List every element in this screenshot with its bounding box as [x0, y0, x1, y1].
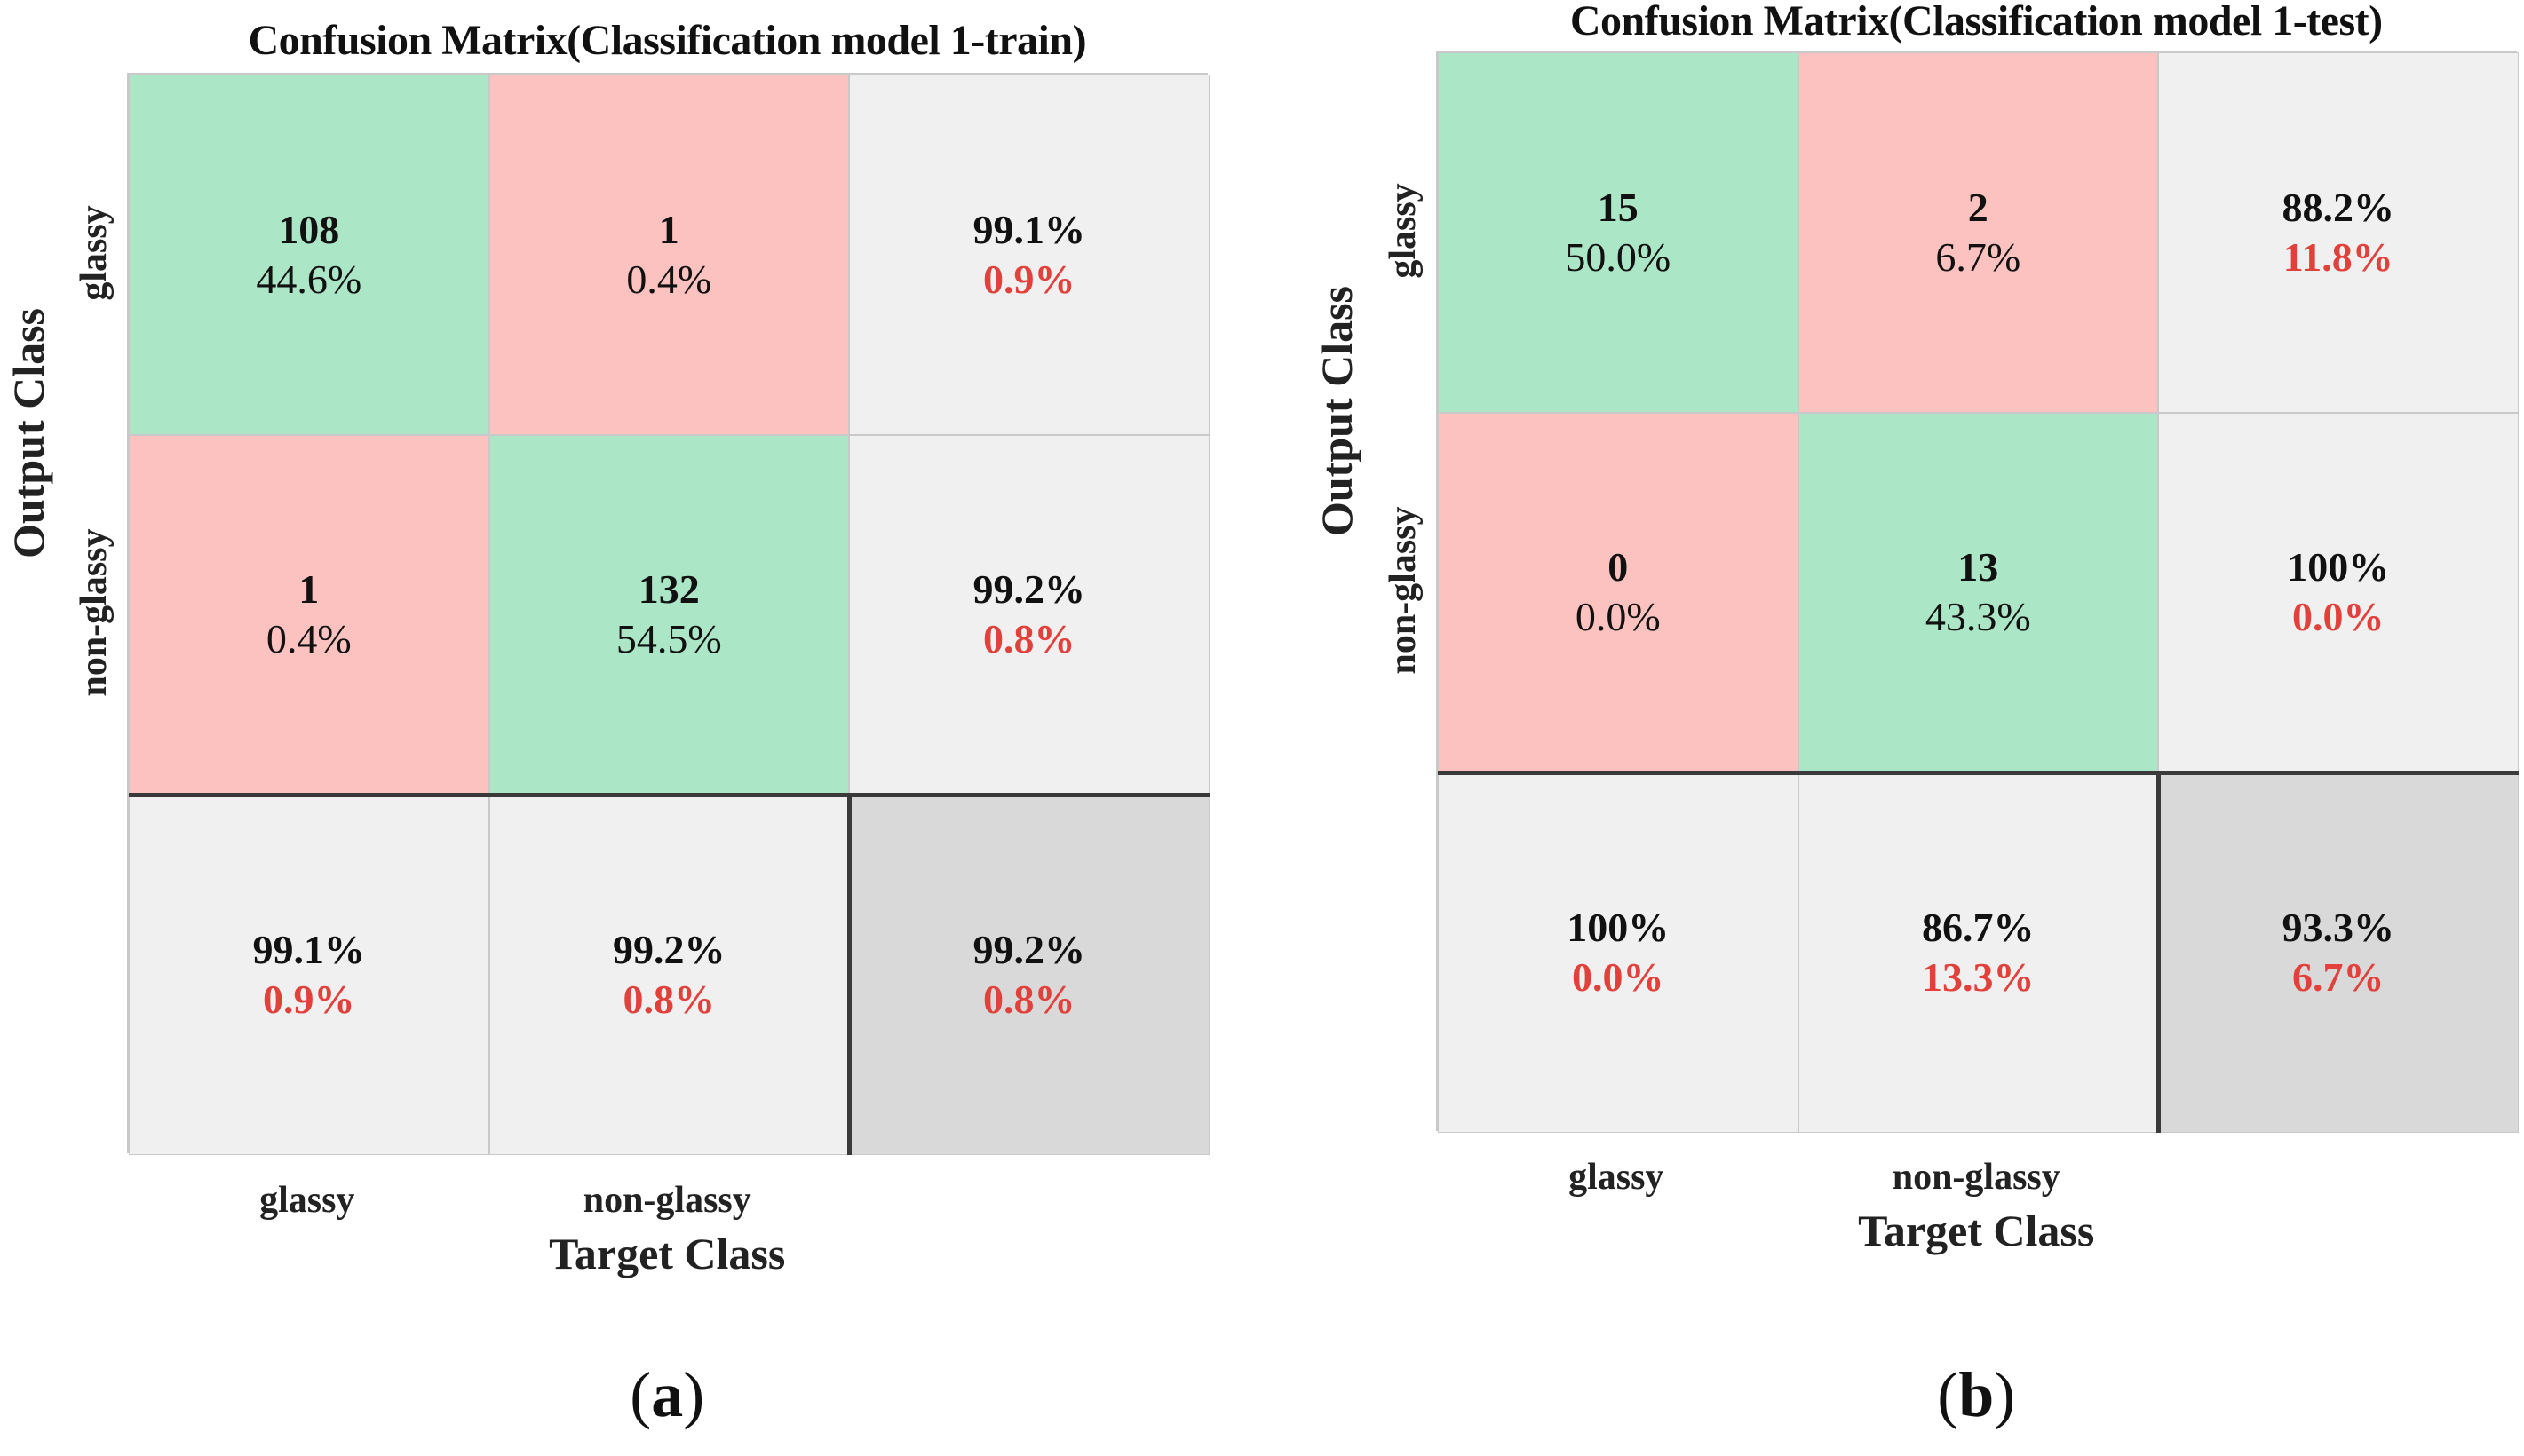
y-tick-glassy-test: glassy — [1383, 183, 1424, 279]
sublabel-open-paren: ( — [630, 1359, 652, 1430]
x-tick-non-glassy-test: non-glassy — [1892, 1157, 2060, 1198]
sublabel-close-paren: ) — [683, 1359, 705, 1430]
cell-error-rate: 0.0% — [1572, 954, 1664, 1000]
x-tick-glassy-train: glassy — [259, 1180, 355, 1221]
sublabel-close-paren: ) — [1994, 1359, 2016, 1430]
cell-correct-rate: 99.2% — [972, 926, 1086, 972]
cell-error-rate: 0.9% — [263, 976, 355, 1022]
y-axis-label-train: Output Class — [4, 307, 53, 558]
cell-error-rate: 6.7% — [2292, 954, 2385, 1000]
cell-correct-rate: 88.2% — [2282, 184, 2395, 230]
cell-percent: 0.4% — [626, 256, 712, 302]
cell-count: 13 — [1957, 544, 1999, 590]
cell-percent: 54.5% — [615, 616, 722, 662]
matrix-cell-test-r1-c2: 100% 0.0% — [2158, 412, 2519, 772]
cell-percent: 50.0% — [1565, 233, 1671, 280]
chart-title-train: Confusion Matrix(Classification model 1-… — [248, 17, 1087, 64]
matrix-cell-train-r2-c0: 99.1% 0.9% — [129, 795, 489, 1155]
cell-count: 2 — [1967, 184, 1988, 230]
matrix-cell-train-r0-c1: 1 0.4% — [488, 75, 849, 435]
matrix-cell-test-r1-c1: 13 43.3% — [1798, 412, 2158, 772]
cell-error-rate: 0.0% — [2292, 594, 2385, 640]
matrix-cell-train-r0-c2: 99.1% 0.9% — [849, 75, 1210, 435]
cell-correct-rate: 100% — [2287, 544, 2390, 590]
cell-percent: 6.7% — [1935, 233, 2021, 280]
summary-column-separator — [2156, 771, 2161, 1133]
sublabel-letter: a — [651, 1359, 684, 1430]
cell-correct-rate: 99.1% — [972, 206, 1086, 252]
matrix-cell-test-r0-c0: 15 50.0% — [1438, 52, 1798, 413]
cell-correct-rate: 100% — [1567, 904, 1670, 950]
x-axis-label-test: Target Class — [1858, 1206, 2095, 1255]
y-tick-glassy-train: glassy — [74, 205, 115, 301]
chart-title-test: Confusion Matrix(Classification model 1-… — [1569, 0, 2383, 44]
y-tick-non-glassy-train: non-glassy — [74, 528, 115, 697]
matrix-cell-test-r2-c0: 100% 0.0% — [1438, 772, 1798, 1133]
cell-percent: 44.6% — [256, 256, 362, 302]
cell-error-rate: 0.9% — [983, 256, 1075, 302]
matrix-cell-test-r0-c1: 2 6.7% — [1798, 52, 2158, 413]
matrix-grid-train: 108 44.6% 1 0.4% 99.1% 0.9% 1 0.4% 132 54.5% 99.2%… — [127, 73, 1210, 1155]
cell-count: 15 — [1597, 184, 1639, 230]
cell-percent: 0.4% — [266, 616, 352, 662]
cell-error-rate: 0.8% — [623, 976, 716, 1022]
sublabel-letter: b — [1958, 1359, 1995, 1430]
cell-correct-rate: 99.2% — [972, 566, 1086, 613]
matrix-cell-train-r1-c0: 1 0.4% — [129, 434, 489, 795]
summary-row-separator — [129, 793, 1210, 797]
matrix-cell-test-r0-c2: 88.2% 11.8% — [2158, 52, 2519, 413]
matrix-cell-train-r1-c1: 132 54.5% — [488, 434, 849, 795]
subfigure-label-b: (b) — [1937, 1358, 2015, 1432]
cell-error-rate: 0.8% — [983, 616, 1075, 662]
cell-percent: 43.3% — [1925, 594, 2031, 640]
x-tick-non-glassy-train: non-glassy — [583, 1180, 751, 1221]
matrix-cell-train-r2-c1: 99.2% 0.8% — [488, 795, 849, 1155]
cell-count: 0 — [1607, 544, 1629, 590]
cell-correct-rate: 99.2% — [613, 926, 726, 972]
cell-count: 132 — [638, 566, 700, 613]
sublabel-open-paren: ( — [1937, 1359, 1959, 1430]
cell-correct-rate: 86.7% — [1922, 904, 2035, 950]
cell-correct-rate: 93.3% — [2282, 904, 2395, 950]
matrix-grid-test: 15 50.0% 2 6.7% 88.2% 11.8% 0 0.0% 13 43.3% 100% 0.… — [1436, 51, 2519, 1133]
summary-row-separator — [1438, 771, 2519, 775]
cell-error-rate: 13.3% — [1922, 954, 2035, 1000]
matrix-cell-train-r1-c2: 99.2% 0.8% — [849, 434, 1210, 795]
matrix-cell-test-r1-c0: 0 0.0% — [1438, 412, 1798, 772]
matrix-cell-train-r0-c0: 108 44.6% — [129, 75, 489, 435]
x-tick-glassy-test: glassy — [1568, 1157, 1664, 1198]
matrix-cell-test-r2-c1: 86.7% 13.3% — [1798, 772, 2158, 1133]
y-axis-label-test: Output Class — [1312, 285, 1361, 536]
cell-percent: 0.0% — [1575, 594, 1661, 640]
cell-correct-rate: 99.1% — [252, 926, 366, 972]
cell-count: 108 — [278, 206, 340, 252]
cell-error-rate: 11.8% — [2282, 233, 2393, 280]
matrix-cell-test-r2-c2: 93.3% 6.7% — [2158, 772, 2519, 1133]
matrix-cell-train-r2-c2: 99.2% 0.8% — [849, 795, 1210, 1155]
cell-error-rate: 0.8% — [983, 976, 1075, 1022]
x-axis-label-train: Target Class — [549, 1229, 786, 1278]
subfigure-label-a: (a) — [630, 1358, 704, 1432]
summary-column-separator — [847, 793, 852, 1155]
cell-count: 1 — [658, 206, 679, 252]
cell-count: 1 — [298, 566, 320, 613]
y-tick-non-glassy-test: non-glassy — [1383, 506, 1424, 675]
